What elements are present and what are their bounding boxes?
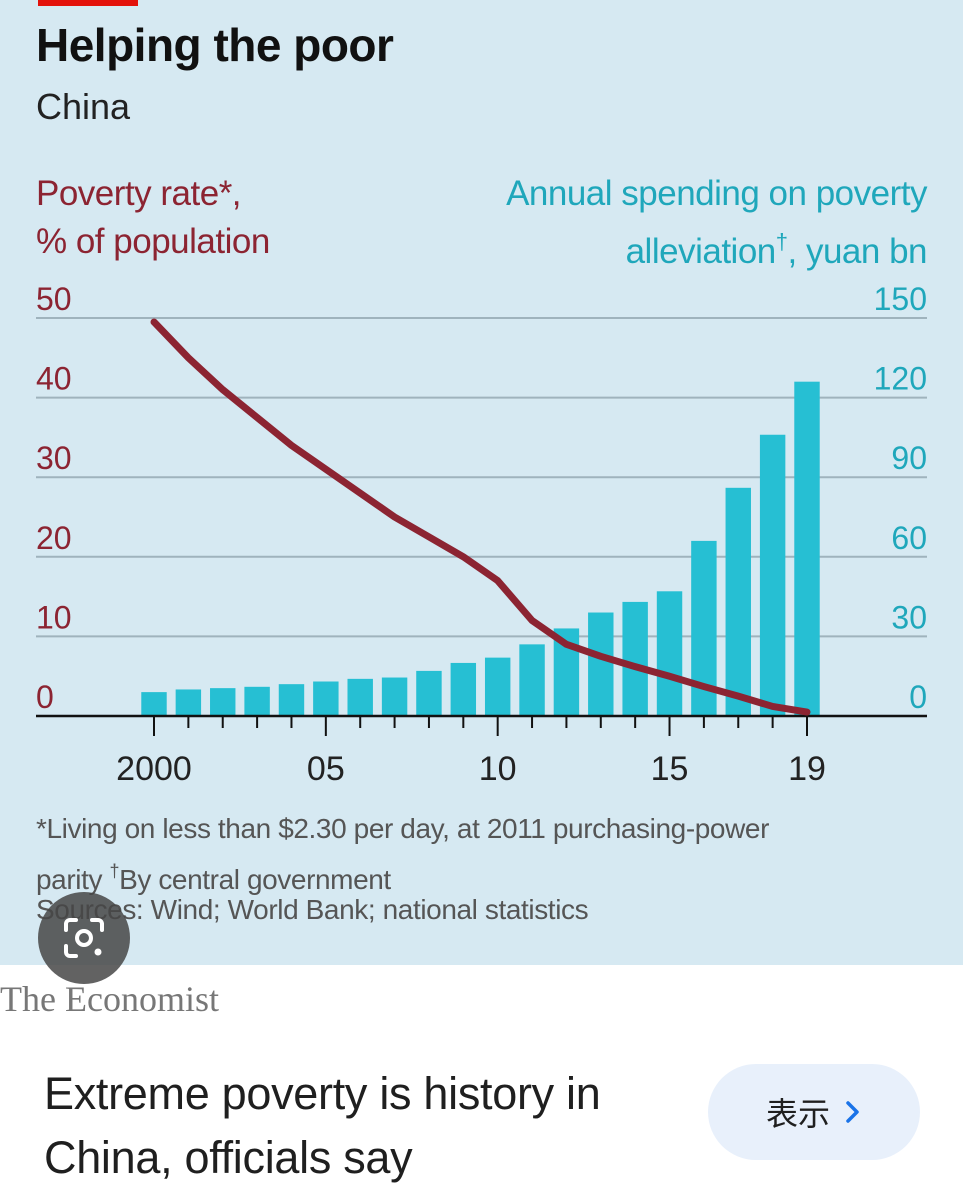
bar (759, 434, 786, 716)
left-tick-label: 40 (36, 361, 72, 397)
x-tick-label: 05 (307, 750, 345, 788)
source-brand: The Economist (0, 979, 219, 1019)
chart-plot: 0 0 10 30 20 60 30 90 40 120 50 150 2000 05 10 15 19 (36, 281, 927, 788)
left-tick-label: 20 (36, 520, 72, 556)
chart-image[interactable]: Helping the poor China Poverty rate*, % … (0, 0, 963, 965)
chevron-right-icon (846, 1101, 859, 1123)
chart-title: Helping the poor (36, 19, 394, 71)
view-button-label: 表示 (765, 1095, 830, 1133)
right-axis-title: Annual spending on poverty alleviation†,… (506, 174, 927, 271)
bar (175, 689, 202, 716)
lens-icon (64, 918, 104, 958)
x-tick-label: 2000 (116, 750, 192, 788)
bar (794, 381, 820, 716)
right-tick-label: 30 (891, 599, 927, 635)
bar (588, 612, 614, 716)
bar (244, 686, 270, 716)
bar (484, 657, 511, 716)
bar (725, 487, 751, 716)
bar (278, 684, 305, 716)
bar (656, 591, 683, 716)
chart-sources: Sources: Wind; World Bank; national stat… (36, 894, 589, 925)
chart-footnote: *Living on less than $2.30 per day, at 2… (36, 813, 770, 895)
x-tick-label: 19 (788, 750, 826, 788)
left-axis-title: Poverty rate*, % of population (36, 174, 270, 261)
left-tick-label: 30 (36, 440, 72, 476)
bar (347, 678, 373, 716)
bar (622, 601, 648, 716)
left-tick-label: 50 (36, 281, 72, 317)
right-tick-label: 90 (891, 440, 927, 476)
left-tick-label: 10 (36, 599, 72, 635)
right-tick-label: 0 (909, 679, 927, 715)
chart-subtitle: China (36, 86, 131, 127)
right-tick-label: 150 (874, 281, 927, 317)
right-tick-label: 60 (891, 520, 927, 556)
view-button[interactable]: 表示 (708, 1064, 920, 1160)
economist-red-tab (38, 0, 138, 6)
lens-button[interactable] (38, 892, 130, 984)
poverty-rate-line (150, 318, 811, 716)
bar (519, 644, 545, 716)
bar (141, 692, 167, 716)
bar (313, 681, 339, 716)
x-tick-label: 15 (651, 750, 689, 788)
bar (416, 670, 442, 716)
x-tick-label: 10 (479, 750, 517, 788)
bar (381, 677, 408, 716)
bar (450, 662, 477, 716)
result-headline[interactable]: Extreme poverty is history in China, off… (44, 1068, 601, 1183)
bar (210, 688, 236, 716)
right-tick-label: 120 (874, 361, 927, 397)
left-tick-label: 0 (36, 679, 54, 715)
